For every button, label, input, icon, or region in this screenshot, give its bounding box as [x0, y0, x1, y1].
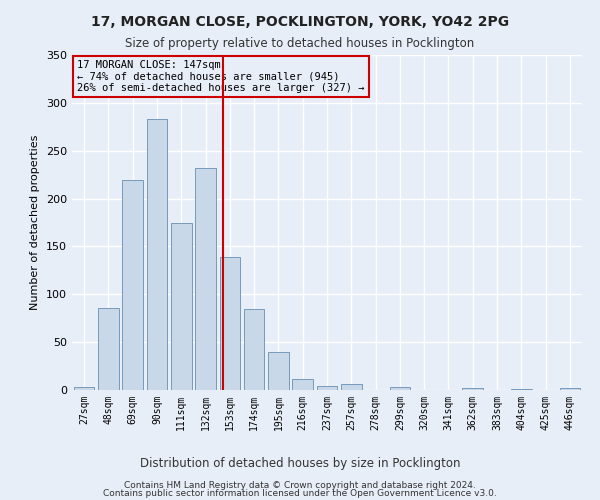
Bar [268, 352, 289, 390]
Bar [341, 384, 362, 390]
Bar [560, 388, 580, 390]
Y-axis label: Number of detached properties: Number of detached properties [31, 135, 40, 310]
Bar [220, 257, 240, 390]
Bar [146, 119, 167, 390]
Text: Distribution of detached houses by size in Pocklington: Distribution of detached houses by size … [140, 458, 460, 470]
Bar [171, 222, 191, 390]
Bar [463, 388, 483, 390]
Bar [389, 387, 410, 390]
Bar [244, 308, 265, 390]
Bar [292, 380, 313, 390]
Bar [195, 168, 216, 390]
Bar [74, 387, 94, 390]
Text: Contains HM Land Registry data © Crown copyright and database right 2024.: Contains HM Land Registry data © Crown c… [124, 480, 476, 490]
Bar [98, 308, 119, 390]
Bar [317, 386, 337, 390]
Bar [122, 180, 143, 390]
Text: 17 MORGAN CLOSE: 147sqm
← 74% of detached houses are smaller (945)
26% of semi-d: 17 MORGAN CLOSE: 147sqm ← 74% of detache… [77, 60, 365, 93]
Bar [511, 389, 532, 390]
Text: Contains public sector information licensed under the Open Government Licence v3: Contains public sector information licen… [103, 489, 497, 498]
Text: 17, MORGAN CLOSE, POCKLINGTON, YORK, YO42 2PG: 17, MORGAN CLOSE, POCKLINGTON, YORK, YO4… [91, 15, 509, 29]
Text: Size of property relative to detached houses in Pocklington: Size of property relative to detached ho… [125, 38, 475, 51]
